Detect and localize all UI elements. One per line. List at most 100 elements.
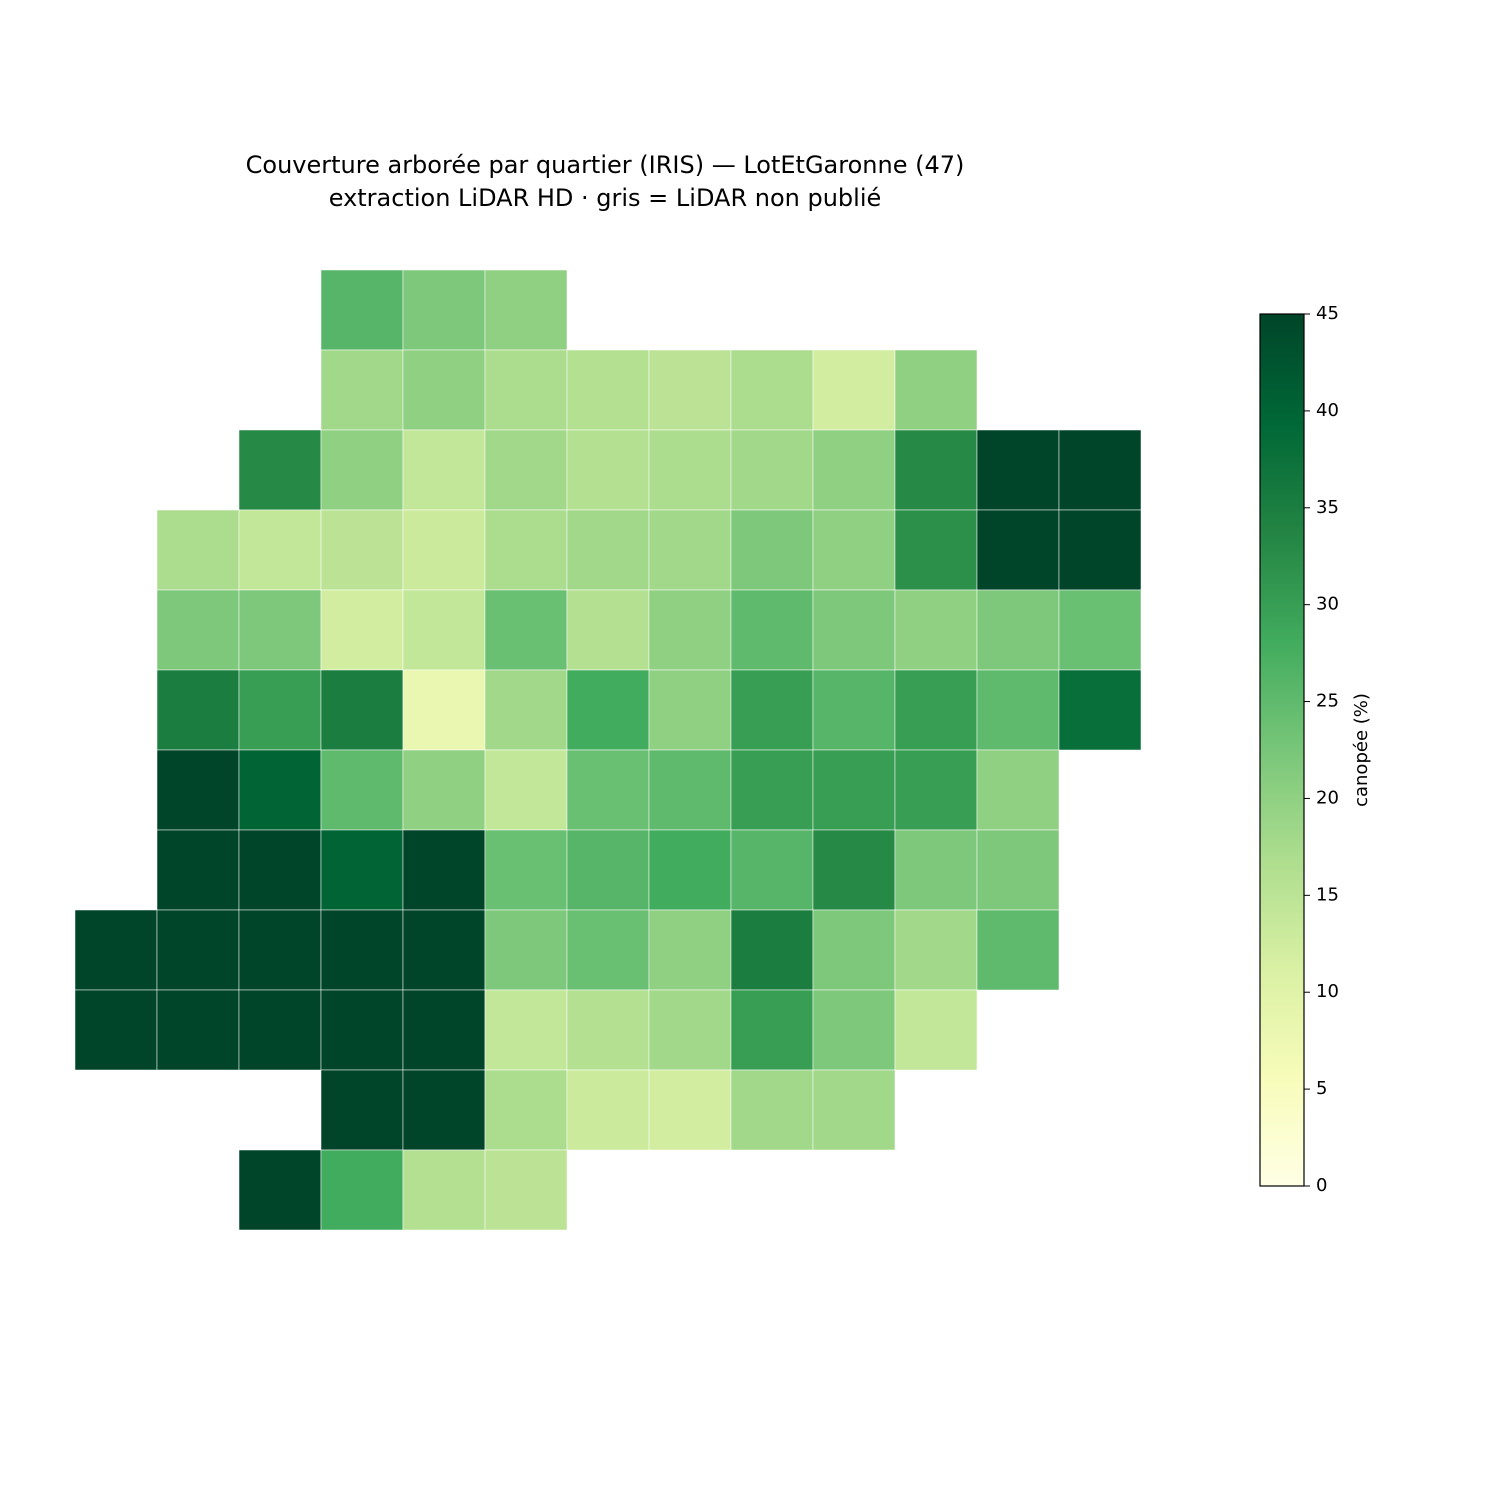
region	[402, 509, 486, 591]
region	[812, 1069, 896, 1151]
region	[402, 429, 486, 511]
region	[484, 989, 568, 1071]
region	[156, 989, 240, 1071]
region	[730, 829, 814, 911]
region	[238, 589, 322, 671]
region	[484, 1149, 568, 1231]
region	[320, 1149, 404, 1231]
region	[320, 349, 404, 431]
region	[566, 669, 650, 751]
region	[566, 749, 650, 831]
region	[156, 909, 240, 991]
region	[648, 349, 732, 431]
region	[566, 1069, 650, 1151]
region	[484, 829, 568, 911]
region	[484, 589, 568, 671]
region	[1058, 669, 1142, 751]
region	[894, 909, 978, 991]
region	[484, 509, 568, 591]
region	[894, 349, 978, 431]
region	[566, 509, 650, 591]
region	[976, 909, 1060, 991]
region	[238, 1149, 322, 1231]
region	[894, 509, 978, 591]
region	[238, 989, 322, 1071]
region	[648, 829, 732, 911]
region	[730, 749, 814, 831]
region	[976, 669, 1060, 751]
region	[648, 429, 732, 511]
region	[402, 909, 486, 991]
region	[484, 749, 568, 831]
region	[566, 829, 650, 911]
region	[156, 829, 240, 911]
region	[648, 589, 732, 671]
region	[812, 829, 896, 911]
region	[238, 829, 322, 911]
region	[156, 509, 240, 591]
region	[1058, 429, 1142, 511]
region	[894, 989, 978, 1071]
region	[1058, 589, 1142, 671]
region	[402, 349, 486, 431]
region	[976, 429, 1060, 511]
region	[894, 749, 978, 831]
region	[320, 589, 404, 671]
region	[402, 829, 486, 911]
region	[484, 269, 568, 351]
map-title: Couverture arborée par quartier (IRIS) —…	[246, 151, 965, 179]
colorbar	[1259, 313, 1305, 1187]
region	[402, 1069, 486, 1151]
region	[812, 989, 896, 1071]
region	[812, 349, 896, 431]
region	[320, 1069, 404, 1151]
region	[648, 669, 732, 751]
region	[566, 349, 650, 431]
region	[566, 429, 650, 511]
region	[402, 1149, 486, 1231]
region	[156, 749, 240, 831]
region	[730, 509, 814, 591]
region	[484, 429, 568, 511]
region	[648, 1069, 732, 1151]
region	[320, 429, 404, 511]
region	[320, 509, 404, 591]
region	[976, 589, 1060, 671]
region	[730, 429, 814, 511]
colorbar-tick-label: 35	[1316, 497, 1339, 518]
region	[484, 909, 568, 991]
region	[402, 989, 486, 1071]
region	[484, 1069, 568, 1151]
region	[156, 669, 240, 751]
region	[402, 269, 486, 351]
region	[238, 669, 322, 751]
region	[320, 749, 404, 831]
region	[648, 909, 732, 991]
region	[976, 829, 1060, 911]
region	[566, 989, 650, 1071]
region	[74, 989, 158, 1071]
region	[238, 509, 322, 591]
region	[894, 829, 978, 911]
region	[320, 829, 404, 911]
region	[730, 589, 814, 671]
colorbar-tick-label: 0	[1316, 1175, 1327, 1196]
region	[894, 589, 978, 671]
region	[238, 749, 322, 831]
colorbar-label: canopée (%)	[1351, 693, 1372, 807]
region	[812, 429, 896, 511]
colorbar-tick-label: 45	[1316, 303, 1339, 324]
region	[402, 589, 486, 671]
colorbar-tick-label: 30	[1316, 594, 1339, 615]
region	[730, 909, 814, 991]
region	[812, 589, 896, 671]
region	[320, 989, 404, 1071]
region	[238, 429, 322, 511]
region	[648, 989, 732, 1071]
region	[402, 749, 486, 831]
region	[812, 749, 896, 831]
region	[402, 669, 486, 751]
region	[976, 509, 1060, 591]
